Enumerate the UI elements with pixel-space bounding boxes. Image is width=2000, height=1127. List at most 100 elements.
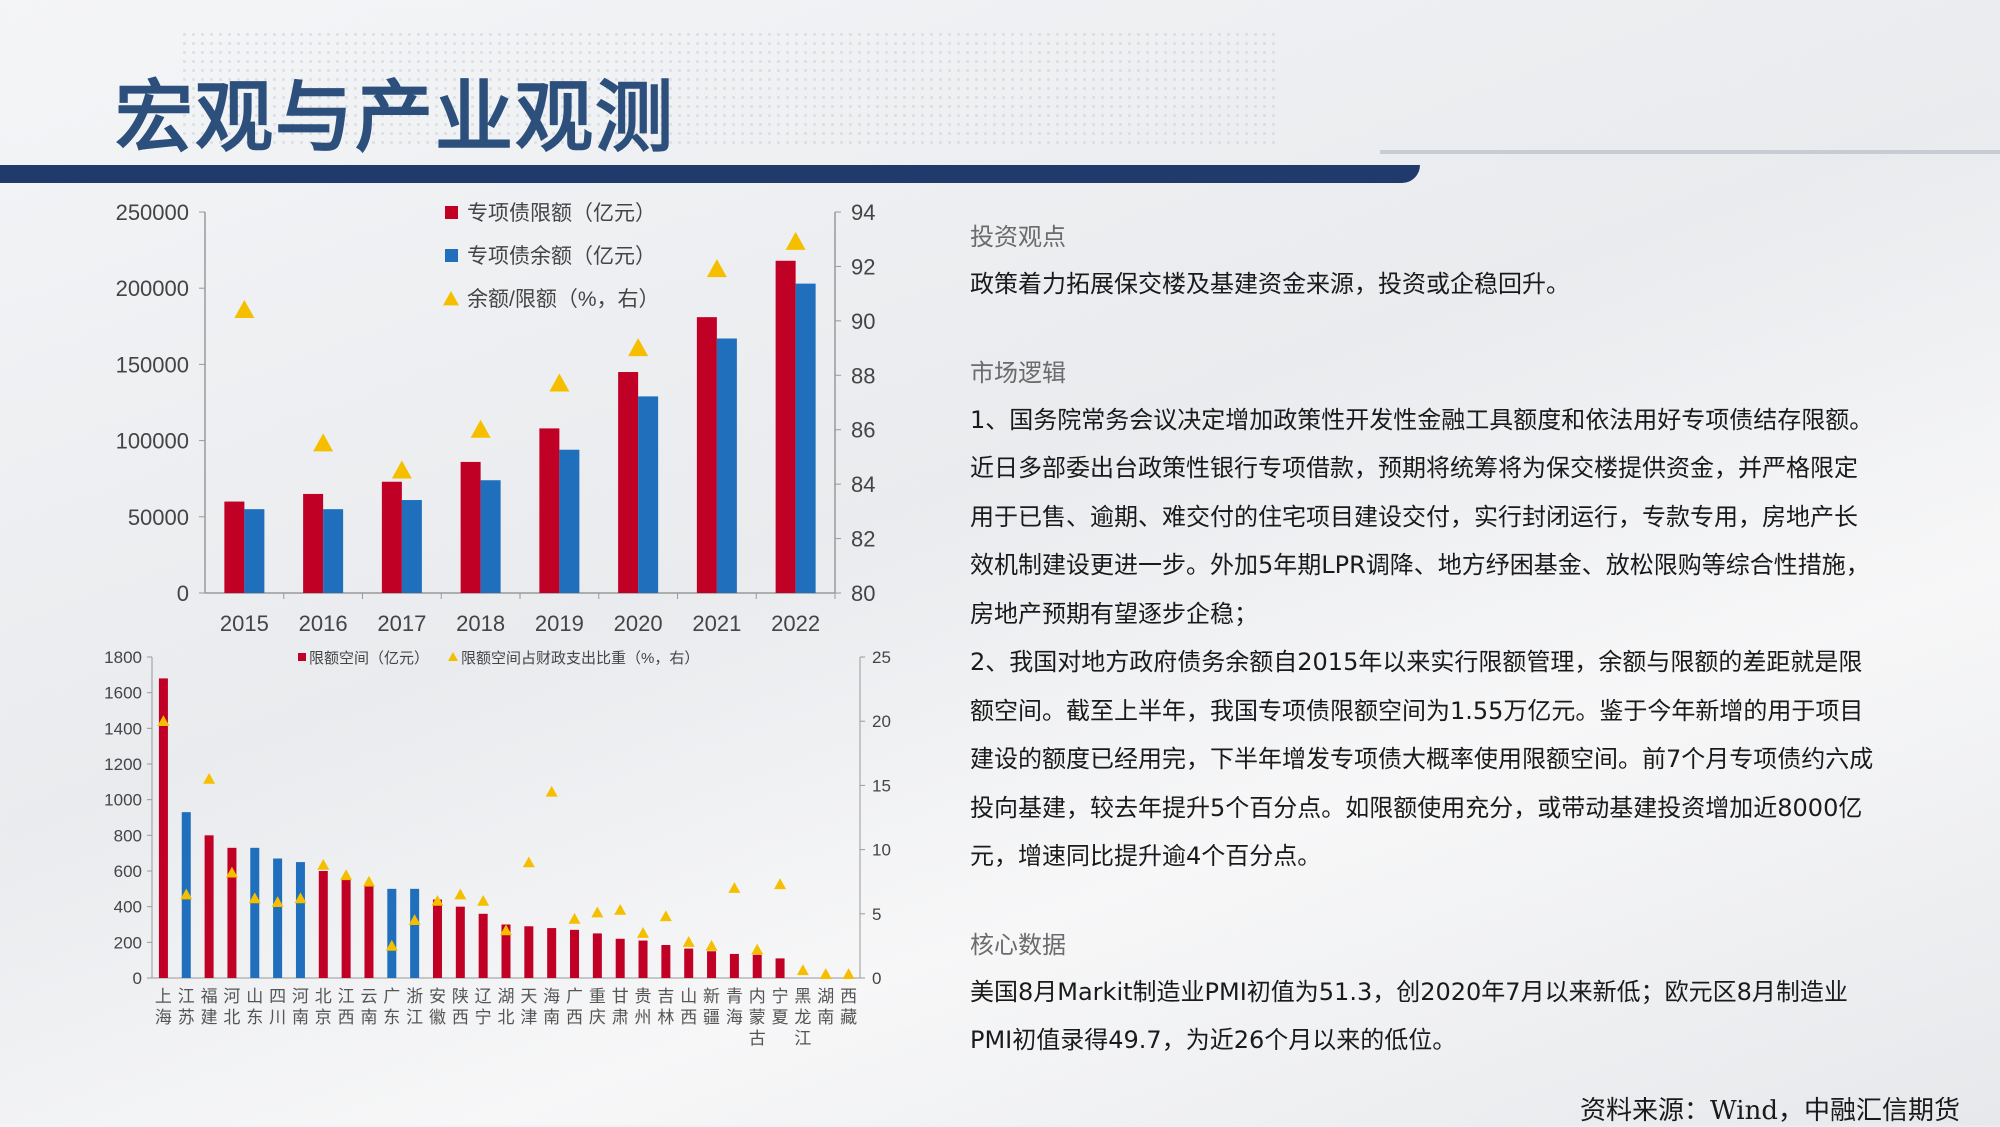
x-tick-label: 2020 xyxy=(614,611,663,636)
x-tick-label: 宁夏 xyxy=(772,987,789,1027)
ratio-marker xyxy=(294,892,307,904)
ratio-marker xyxy=(391,460,412,479)
ratio-marker xyxy=(313,433,334,452)
bar-limit xyxy=(618,372,639,593)
bar-quota-space xyxy=(295,862,305,978)
bar-balance xyxy=(244,509,265,593)
ratio-marker xyxy=(549,373,570,392)
paragraph: 1、国务院常务会议决定增加政策性开发性金融工具额度和依法用好专项债结存限额。近日… xyxy=(970,405,1874,628)
x-tick-label: 贵州 xyxy=(635,987,652,1027)
x-tick-label: 2016 xyxy=(299,611,348,636)
y-tick-label: 800 xyxy=(114,826,142,845)
ratio-marker xyxy=(431,894,444,906)
bar-quota-space xyxy=(158,678,168,978)
legend-marker xyxy=(448,652,458,661)
section-invest: 投资观点 政策着力拓展保交楼及基建资金来源，投资或企稳回升。 xyxy=(970,217,1880,309)
ratio-marker xyxy=(470,419,491,438)
x-tick-label: 2021 xyxy=(692,611,741,636)
y-tick-label: 0 xyxy=(133,969,142,988)
y-tick-label: 1600 xyxy=(104,684,142,703)
bar-quota-space xyxy=(432,899,442,978)
x-tick-label: 辽宁 xyxy=(475,987,492,1027)
y2-tick-label: 86 xyxy=(851,418,875,443)
page-title: 宏观与产业观测 xyxy=(115,72,676,163)
y2-tick-label: 5 xyxy=(872,905,881,924)
legend-label: 余额/限额（%，右） xyxy=(467,288,660,311)
text-panel: 投资观点 政策着力拓展保交楼及基建资金来源，投资或企稳回升。 市场逻辑 1、国务… xyxy=(970,205,1880,1065)
y-tick-label: 100000 xyxy=(116,429,189,454)
bar-quota-space xyxy=(661,945,671,978)
bar-quota-space xyxy=(341,879,351,978)
x-tick-label: 海南 xyxy=(543,987,560,1027)
y-tick-label: 400 xyxy=(114,898,142,917)
legend-label: 专项债余额（亿元） xyxy=(467,245,656,268)
ratio-marker xyxy=(454,888,467,900)
bar-quota-space xyxy=(547,928,557,978)
bar-quota-space xyxy=(615,938,625,978)
x-tick-label: 江西 xyxy=(338,987,355,1027)
legend-marker xyxy=(445,249,458,262)
x-tick-label: 山西 xyxy=(680,987,697,1027)
ratio-marker xyxy=(637,927,650,938)
y-tick-label: 150000 xyxy=(116,352,189,377)
y2-tick-label: 90 xyxy=(851,309,875,334)
ratio-marker xyxy=(751,943,764,955)
section-title: 核心数据 xyxy=(970,930,1066,959)
bar-quota-space xyxy=(638,940,648,978)
bar-quota-space xyxy=(478,913,488,978)
x-tick-label: 广西 xyxy=(566,987,583,1027)
paragraph: 2、我国对地方政府债务余额自2015年以来实行限额管理，余额与限额的差距就是限额… xyxy=(970,648,1874,870)
ratio-marker xyxy=(225,866,238,878)
y2-tick-label: 15 xyxy=(872,776,891,795)
ratio-marker xyxy=(628,338,649,357)
x-tick-label: 河北 xyxy=(223,987,240,1027)
bar-balance xyxy=(716,338,737,593)
ratio-marker xyxy=(785,231,806,250)
ratio-marker xyxy=(522,856,535,868)
x-tick-label: 吉林 xyxy=(657,987,674,1027)
y-tick-label: 200 xyxy=(114,933,142,952)
y-tick-label: 1000 xyxy=(104,791,142,810)
ratio-marker xyxy=(774,878,787,890)
legend-label: 限额空间占财政支出比重（%，右） xyxy=(461,650,699,667)
x-tick-label: 青海 xyxy=(726,987,743,1027)
x-tick-label: 重庆 xyxy=(589,987,606,1027)
x-tick-label: 北京 xyxy=(315,987,332,1027)
ratio-marker xyxy=(385,939,398,951)
y2-tick-label: 88 xyxy=(851,363,875,388)
bar-quota-space xyxy=(752,954,762,978)
bar-balance xyxy=(323,509,344,593)
x-tick-label: 2018 xyxy=(456,611,505,636)
bar-quota-space xyxy=(387,888,397,978)
ratio-marker xyxy=(500,924,512,936)
ratio-marker xyxy=(728,882,741,893)
x-tick-label: 山东 xyxy=(246,987,263,1027)
section-title: 市场逻辑 xyxy=(970,358,1066,387)
x-tick-label: 2015 xyxy=(220,611,269,636)
bar-limit xyxy=(303,493,324,593)
legend-label: 限额空间（亿元） xyxy=(309,650,429,667)
x-tick-label: 黑龙江 xyxy=(794,987,811,1048)
y2-tick-label: 20 xyxy=(872,712,891,731)
y-tick-label: 250000 xyxy=(116,200,189,225)
ratio-marker xyxy=(796,964,809,976)
bar-limit xyxy=(696,317,717,593)
bar-quota-space xyxy=(227,847,237,978)
ratio-marker xyxy=(362,875,375,887)
y2-tick-label: 10 xyxy=(872,841,891,860)
x-tick-label: 浙江 xyxy=(406,987,423,1027)
x-tick-label: 新疆 xyxy=(703,987,720,1027)
x-tick-label: 湖南 xyxy=(817,987,834,1027)
bar-quota-space xyxy=(204,835,214,978)
bar-quota-space xyxy=(570,929,580,978)
bar-limit xyxy=(539,428,560,593)
bar-limit xyxy=(775,260,796,593)
ratio-marker xyxy=(340,869,353,881)
chart-special-bonds: 250000 200000 150000 100000 50000 0 94 92 90 88 86… xyxy=(116,200,876,636)
y-tick-label: 1400 xyxy=(104,719,142,738)
ratio-marker xyxy=(614,903,627,915)
legend-label: 专项债限额（亿元） xyxy=(467,202,656,225)
section-title: 投资观点 xyxy=(970,223,1066,251)
legend-marker xyxy=(298,653,306,661)
ratio-marker xyxy=(317,859,330,870)
